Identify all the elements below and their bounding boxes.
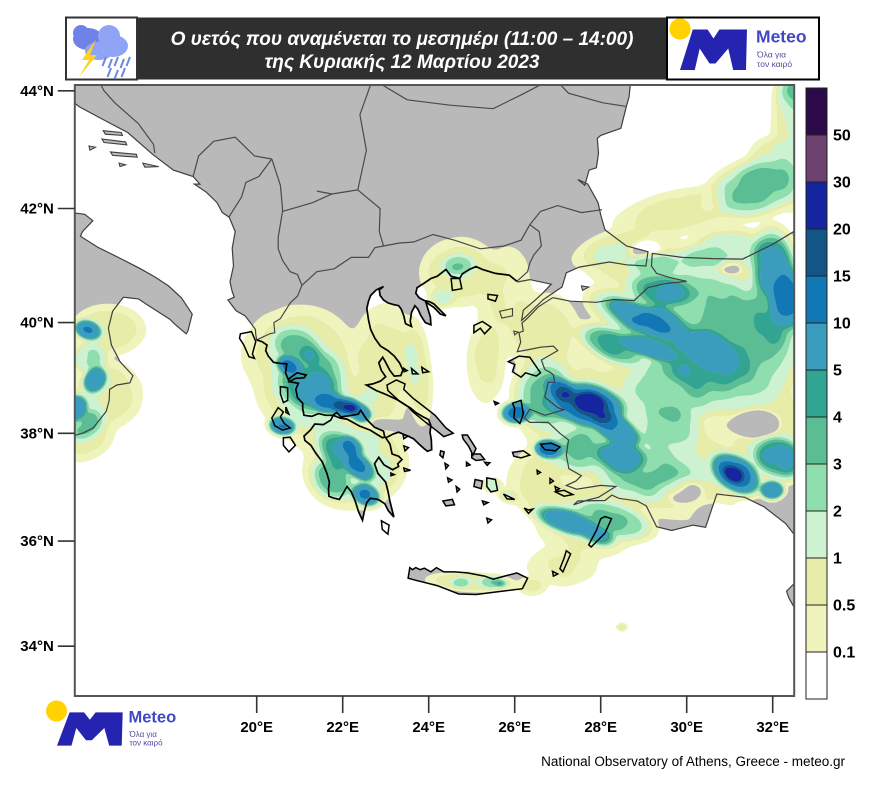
svg-text:24°E: 24°E bbox=[412, 719, 445, 736]
svg-text:30: 30 bbox=[833, 175, 851, 192]
svg-text:5: 5 bbox=[833, 363, 842, 380]
svg-text:38°N: 38°N bbox=[20, 425, 54, 442]
svg-text:40°N: 40°N bbox=[20, 315, 54, 332]
svg-text:28°E: 28°E bbox=[584, 719, 617, 736]
svg-text:20°E: 20°E bbox=[240, 719, 273, 736]
svg-text:22°E: 22°E bbox=[326, 719, 359, 736]
svg-text:1: 1 bbox=[833, 551, 842, 568]
svg-text:National Observatory of Athens: National Observatory of Athens, Greece -… bbox=[541, 754, 845, 769]
svg-text:τον καιρό: τον καιρό bbox=[757, 59, 792, 69]
svg-text:34°N: 34°N bbox=[20, 638, 54, 655]
svg-text:της Κυριακής 12 Μαρτίου 2023: της Κυριακής 12 Μαρτίου 2023 bbox=[265, 52, 540, 73]
svg-text:10: 10 bbox=[833, 316, 851, 333]
svg-text:36°N: 36°N bbox=[20, 533, 54, 550]
svg-text:Όλα για: Όλα για bbox=[129, 730, 158, 739]
svg-text:32°E: 32°E bbox=[756, 719, 789, 736]
svg-text:Όλα για: Όλα για bbox=[756, 50, 786, 60]
svg-text:42°N: 42°N bbox=[20, 201, 54, 218]
svg-text:20: 20 bbox=[833, 222, 851, 239]
svg-text:0.1: 0.1 bbox=[833, 645, 855, 662]
svg-text:Ο υετός που αναμένεται το μεση: Ο υετός που αναμένεται το μεσημέρι (11:0… bbox=[171, 29, 634, 50]
svg-text:30°E: 30°E bbox=[670, 719, 703, 736]
svg-text:2: 2 bbox=[833, 504, 842, 521]
svg-text:3: 3 bbox=[833, 457, 842, 474]
svg-text:Meteo: Meteo bbox=[129, 709, 177, 727]
svg-text:26°E: 26°E bbox=[498, 719, 531, 736]
svg-text:τον καιρό: τον καιρό bbox=[130, 739, 164, 748]
svg-text:50: 50 bbox=[833, 128, 851, 145]
svg-text:15: 15 bbox=[833, 269, 851, 286]
svg-text:4: 4 bbox=[833, 410, 842, 427]
svg-text:0.5: 0.5 bbox=[833, 598, 855, 615]
svg-text:44°N: 44°N bbox=[20, 83, 54, 100]
svg-text:Meteo: Meteo bbox=[756, 27, 807, 47]
